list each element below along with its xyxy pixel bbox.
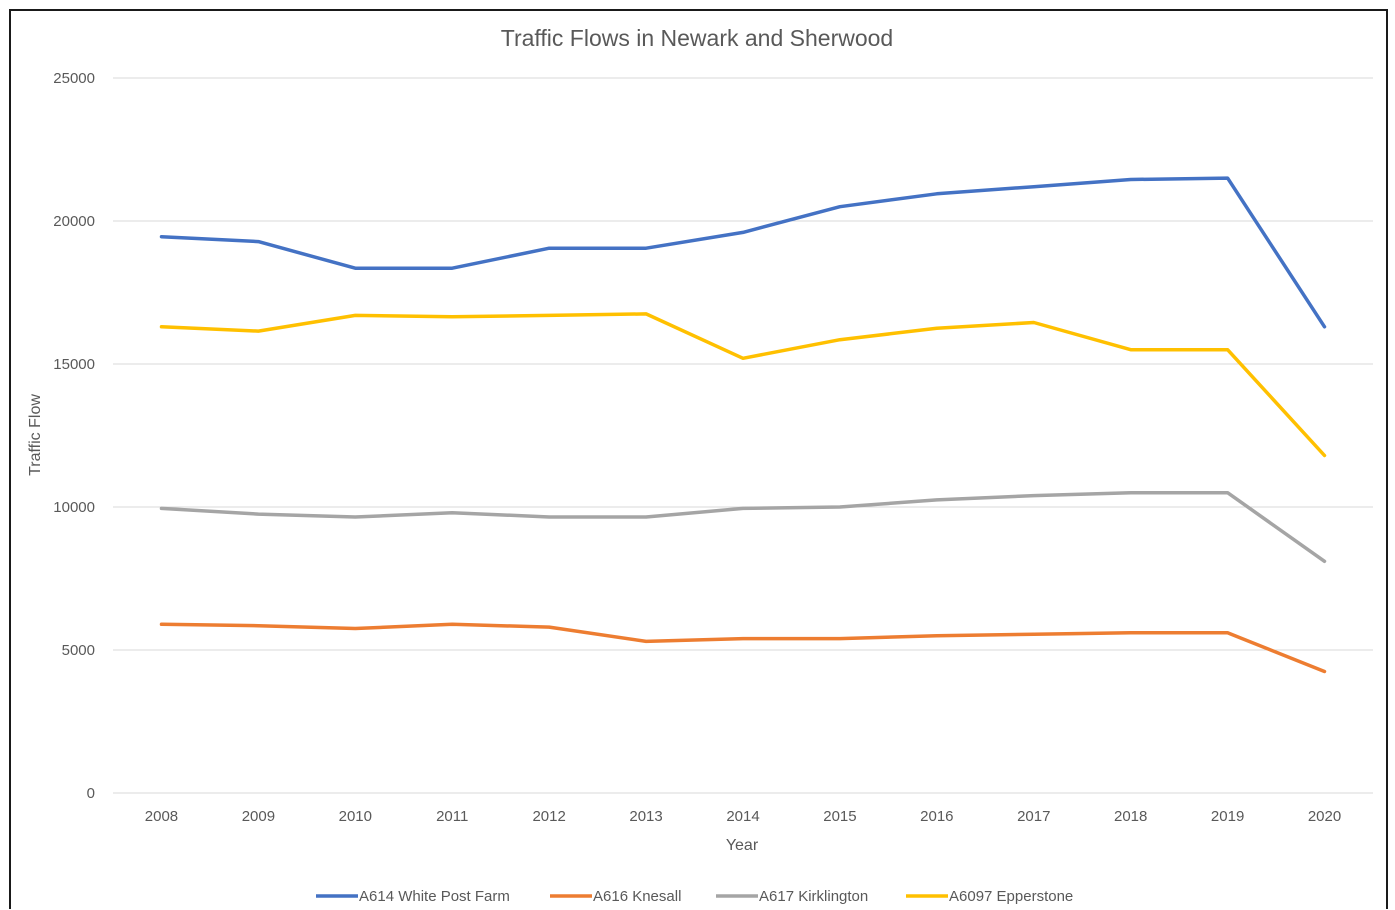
series-lines (159, 176, 1327, 674)
y-tick-label: 5000 (62, 642, 95, 659)
x-tick-label: 2017 (1017, 808, 1050, 825)
x-tick-label: 2020 (1308, 808, 1341, 825)
x-tick-label: 2018 (1114, 808, 1147, 825)
legend-label: A617 Kirklington (759, 888, 868, 905)
x-tick-label: 2019 (1211, 808, 1244, 825)
x-tick-label: 2015 (823, 808, 856, 825)
y-tick-label: 10000 (53, 499, 95, 516)
legend-label: A6097 Epperstone (949, 888, 1073, 905)
y-axis-ticks: 0 5000 10000 15000 20000 25000 (53, 70, 95, 802)
series-line-2 (159, 622, 1327, 674)
y-axis-title: Traffic Flow (27, 394, 44, 476)
y-tick-label: 25000 (53, 70, 95, 87)
x-tick-label: 2011 (436, 808, 468, 825)
x-tick-label: 2010 (339, 808, 372, 825)
series-line-3 (159, 490, 1327, 564)
gridlines (113, 77, 1373, 794)
x-tick-label: 2014 (726, 808, 759, 825)
x-tick-label: 2013 (629, 808, 662, 825)
legend-label: A616 Knesall (593, 888, 681, 905)
chart-frame (9, 9, 1388, 909)
x-tick-label: 2008 (145, 808, 178, 825)
legend: A614 White Post Farm A616 Knesall A617 Kir… (316, 888, 1073, 905)
x-axis-title: Year (726, 837, 759, 854)
y-tick-label: 20000 (53, 213, 95, 230)
x-tick-label: 2009 (242, 808, 275, 825)
x-axis-ticks: 2008 2009 2010 2011 2012 2013 2014 2015 2016 2017… (145, 808, 1341, 825)
series-line-4 (159, 312, 1327, 458)
legend-label: A614 White Post Farm (359, 888, 510, 905)
y-tick-label: 15000 (53, 356, 95, 373)
x-tick-label: 2012 (532, 808, 565, 825)
y-tick-label: 0 (87, 785, 95, 802)
x-tick-label: 2016 (920, 808, 953, 825)
series-line-1 (159, 176, 1327, 329)
chart-title: Traffic Flows in Newark and Sherwood (501, 25, 893, 51)
